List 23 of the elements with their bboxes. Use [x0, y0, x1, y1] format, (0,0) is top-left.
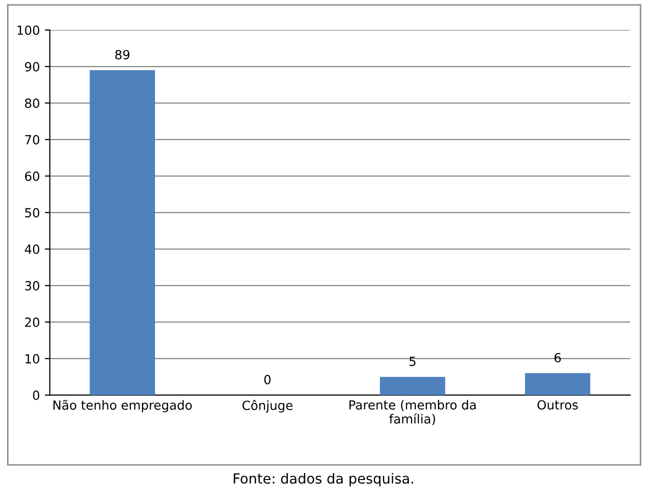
data-label: 89: [115, 50, 130, 60]
x-tick-label: Parente (membro da família): [349, 400, 476, 426]
data-label: 5: [410, 356, 416, 366]
y-tick-label: 60: [25, 172, 40, 181]
bar: [90, 70, 156, 396]
y-tick-label: 100: [18, 25, 40, 35]
y-tick-label: 90: [24, 62, 40, 72]
y-tick-label: 80: [25, 98, 40, 108]
data-label: 6: [554, 352, 561, 362]
x-tick-label: Não tenho empregado: [53, 400, 192, 412]
y-tick-label: 50: [25, 208, 40, 218]
bar: [380, 376, 446, 396]
y-tick-label: 30: [25, 281, 40, 290]
y-tick-label: 0: [32, 390, 40, 400]
y-tick-label: 10: [26, 354, 40, 364]
y-tick-label: 70: [25, 135, 40, 144]
y-tick-label: 20: [25, 318, 40, 327]
y-tick-label: 40: [24, 244, 40, 254]
source-note: Fonte: dados da pesquisa.: [234, 472, 414, 486]
x-tick-label: Cônjuge: [242, 400, 292, 413]
x-tick-label: Outros: [537, 400, 578, 410]
data-label: 0: [264, 374, 271, 384]
bar: [524, 373, 590, 396]
